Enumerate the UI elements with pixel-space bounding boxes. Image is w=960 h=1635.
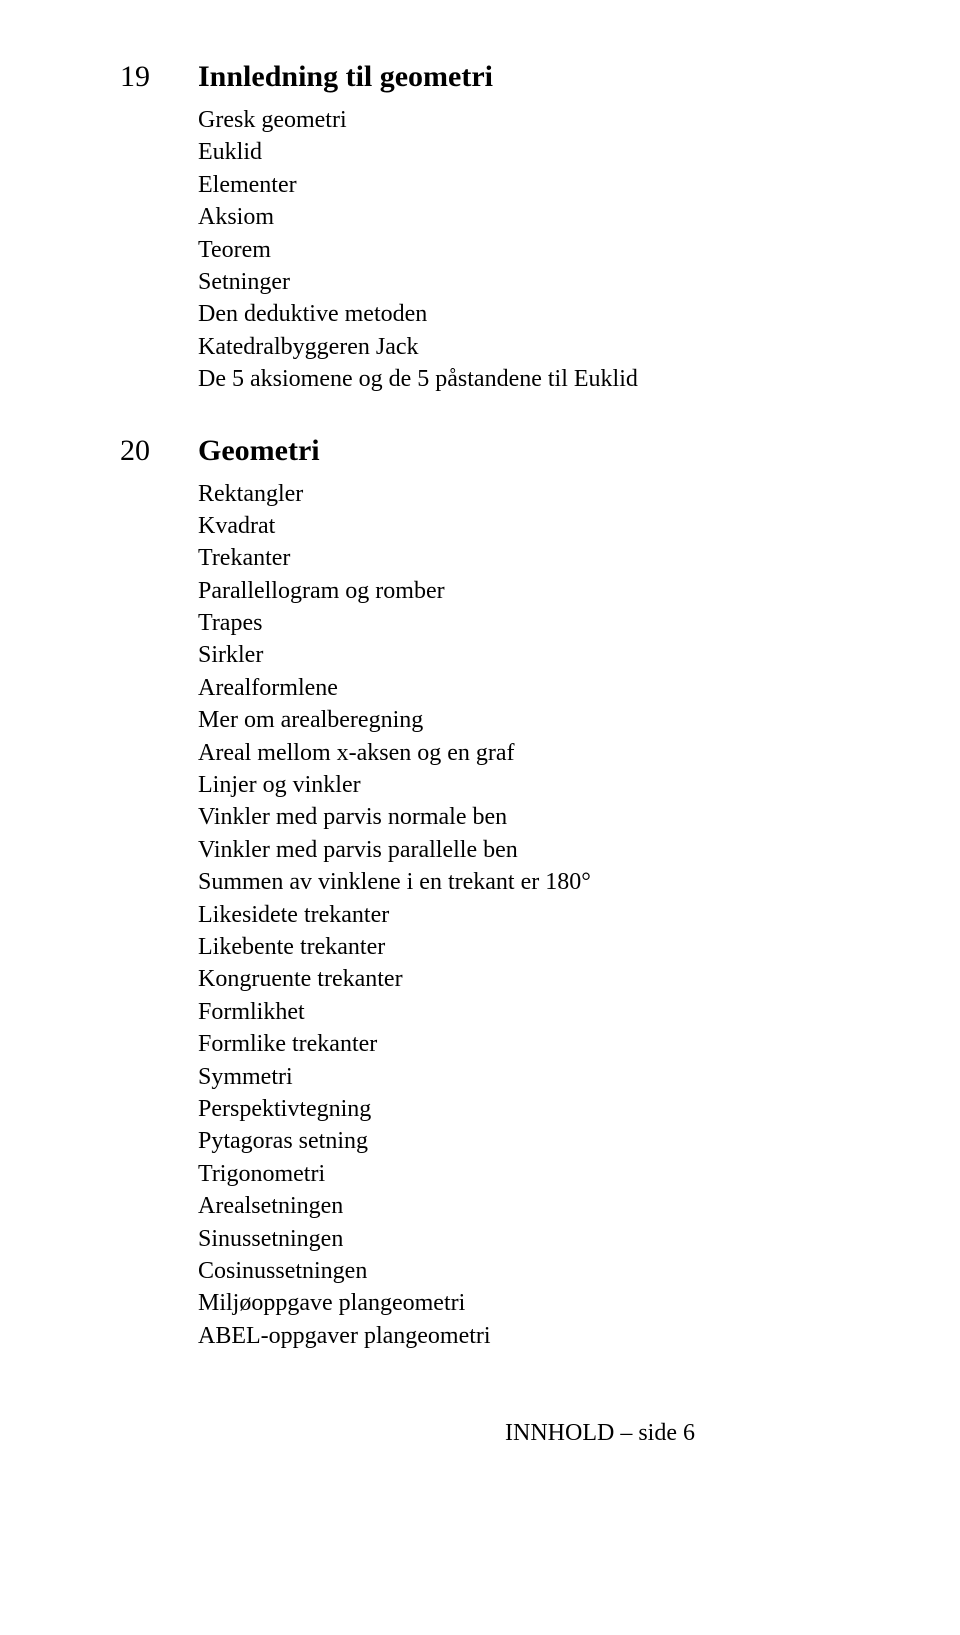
toc-entry: Miljøoppgave plangeometri341 — [198, 1287, 960, 1319]
entry-label: Den deduktive metoden — [198, 298, 960, 330]
toc-entry: Perspektivtegning311 — [198, 1093, 960, 1125]
entry-label: Vinkler med parvis parallelle ben — [198, 834, 960, 866]
toc-entry: Gresk geometri267 — [198, 104, 960, 136]
toc-entry: Sinussetningen336 — [198, 1223, 960, 1255]
toc-entry: Setninger267 — [198, 266, 960, 298]
toc-entry: Katedralbyggeren Jack268 — [198, 331, 960, 363]
entry-label: Rektangler — [198, 478, 960, 510]
entry-label: Parallellogram og romber — [198, 575, 960, 607]
toc-entry: Kongruente trekanter303 — [198, 963, 960, 995]
toc-entry: Den deduktive metoden267 — [198, 298, 960, 330]
page-footer: INNHOLD – side 6 — [120, 1420, 960, 1447]
toc-entry: Pytagoras setning317 — [198, 1125, 960, 1157]
toc-entry: Vinkler med parvis normale ben299 — [198, 801, 960, 833]
entry-label: Cosinussetningen — [198, 1255, 960, 1287]
toc-entry: Trekanter275 — [198, 542, 960, 574]
chapter-title: Innledning til geometri — [198, 60, 960, 94]
toc-entry: Areal mellom x-aksen og en graf292 — [198, 737, 960, 769]
toc-entry: Formlike trekanter304 — [198, 1028, 960, 1060]
entry-label: Areal mellom x-aksen og en graf — [198, 737, 960, 769]
entry-label: Trapes — [198, 607, 960, 639]
toc-entry: Arealformlene286 — [198, 672, 960, 704]
toc-entry: Symmetri306 — [198, 1061, 960, 1093]
entry-label: Vinkler med parvis normale ben — [198, 801, 960, 833]
chapter-block: 19 Innledning til geometri 267 Gresk geo… — [120, 60, 960, 396]
toc-entry: Vinkler med parvis parallelle ben300 — [198, 834, 960, 866]
toc-entry: Rektangler273 — [198, 478, 960, 510]
toc-container: 19 Innledning til geometri 267 Gresk geo… — [120, 60, 960, 1447]
toc-entry: Likesidete trekanter302 — [198, 899, 960, 931]
toc-entry: Summen av vinklene i en trekant er 180°3… — [198, 866, 960, 898]
entry-label: Teorem — [198, 234, 960, 266]
chapter-title: Geometri — [198, 434, 960, 468]
chapter-entries: Gresk geometri267 Euklid267 Elementer267… — [120, 104, 960, 396]
chapter-block: 20 Geometri 272 Rektangler273 Kvadrat274… — [120, 434, 960, 1353]
entry-label: Setninger — [198, 266, 960, 298]
toc-entry: ABEL-oppgaver plangeometri341 — [198, 1320, 960, 1352]
entry-label: Aksiom — [198, 201, 960, 233]
entry-label: Trigonometri — [198, 1158, 960, 1190]
toc-entry: De 5 aksiomene og de 5 påstandene til Eu… — [198, 363, 960, 395]
toc-entry: Kvadrat274 — [198, 510, 960, 542]
toc-entry: Parallellogram og romber277 — [198, 575, 960, 607]
entry-label: Miljøoppgave plangeometri — [198, 1287, 960, 1319]
toc-entry: Euklid267 — [198, 136, 960, 168]
entry-label: Formlike trekanter — [198, 1028, 960, 1060]
entry-label: Linjer og vinkler — [198, 769, 960, 801]
entry-label: Symmetri — [198, 1061, 960, 1093]
entry-label: Arealsetningen — [198, 1190, 960, 1222]
toc-entry: Arealsetningen334 — [198, 1190, 960, 1222]
entry-label: Summen av vinklene i en trekant er 180° — [198, 866, 960, 898]
entry-label: Formlikhet — [198, 996, 960, 1028]
entry-label: Perspektivtegning — [198, 1093, 960, 1125]
entry-label: Mer om arealberegning — [198, 704, 960, 736]
chapter-entries: Rektangler273 Kvadrat274 Trekanter275 Pa… — [120, 478, 960, 1353]
toc-entry: Sirkler281 — [198, 639, 960, 671]
entry-label: Arealformlene — [198, 672, 960, 704]
entry-label: Likesidete trekanter — [198, 899, 960, 931]
entry-label: Katedralbyggeren Jack — [198, 331, 960, 363]
toc-entry: Elementer267 — [198, 169, 960, 201]
entry-label: Pytagoras setning — [198, 1125, 960, 1157]
entry-label: Elementer — [198, 169, 960, 201]
entry-label: Euklid — [198, 136, 960, 168]
toc-entry: Aksiom267 — [198, 201, 960, 233]
toc-entry: Cosinussetningen337 — [198, 1255, 960, 1287]
toc-entry: Teorem267 — [198, 234, 960, 266]
chapter-heading-row: 20 Geometri 272 — [120, 434, 960, 468]
entry-label: Kongruente trekanter — [198, 963, 960, 995]
toc-entry: Linjer og vinkler297 — [198, 769, 960, 801]
toc-entry: Trigonometri320 — [198, 1158, 960, 1190]
entry-label: Likebente trekanter — [198, 931, 960, 963]
entry-label: Gresk geometri — [198, 104, 960, 136]
toc-entry: Formlikhet304 — [198, 996, 960, 1028]
entry-label: Trekanter — [198, 542, 960, 574]
toc-entry: Trapes279 — [198, 607, 960, 639]
chapter-heading-row: 19 Innledning til geometri 267 — [120, 60, 960, 94]
entry-label: ABEL-oppgaver plangeometri — [198, 1320, 960, 1352]
chapter-number: 20 — [120, 434, 198, 468]
entry-label: Sirkler — [198, 639, 960, 671]
entry-label: Sinussetningen — [198, 1223, 960, 1255]
entry-label: De 5 aksiomene og de 5 påstandene til Eu… — [198, 363, 960, 395]
toc-entry: Mer om arealberegning287 — [198, 704, 960, 736]
toc-entry: Likebente trekanter302 — [198, 931, 960, 963]
entry-label: Kvadrat — [198, 510, 960, 542]
chapter-number: 19 — [120, 60, 198, 94]
